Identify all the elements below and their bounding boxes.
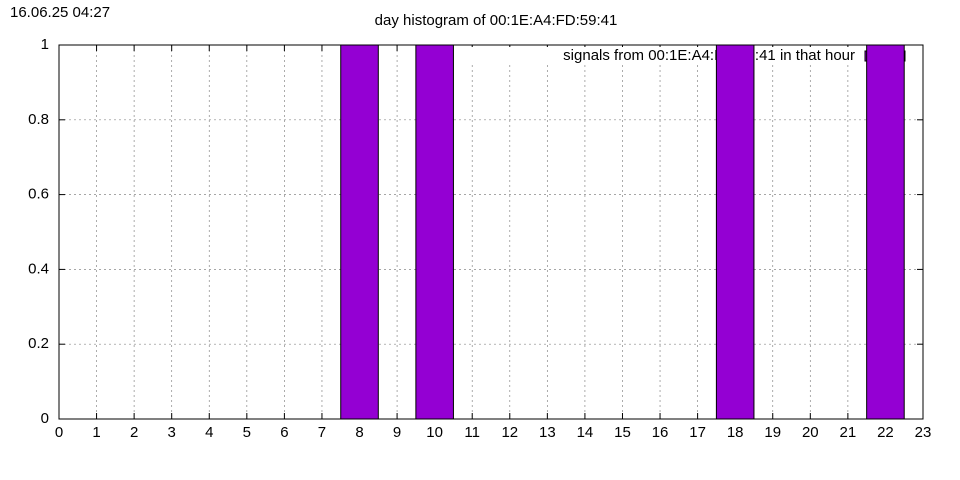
legend-background xyxy=(470,47,921,65)
x-tick-label: 19 xyxy=(764,424,781,441)
plot-frame xyxy=(58,44,924,420)
x-tick-label: 18 xyxy=(727,424,744,441)
x-tick-label: 7 xyxy=(318,424,326,441)
x-tick-label: 17 xyxy=(689,424,706,441)
y-tick-label: 0.6 xyxy=(28,186,49,203)
x-tick-label: 3 xyxy=(168,424,176,441)
x-tick-label: 1 xyxy=(92,424,100,441)
x-tick-label: 15 xyxy=(614,424,631,441)
x-tick-label: 5 xyxy=(243,424,251,441)
x-tick-label: 13 xyxy=(539,424,556,441)
y-tick-label: 0.8 xyxy=(28,111,49,128)
x-tick-label: 12 xyxy=(501,424,518,441)
x-tick-label: 14 xyxy=(577,424,594,441)
x-tick-label: 2 xyxy=(130,424,138,441)
x-tick-label: 16 xyxy=(652,424,669,441)
chart-title: day histogram of 00:1E:A4:FD:59:41 xyxy=(375,12,618,29)
x-tick-label: 23 xyxy=(915,424,932,441)
y-tick-label: 0 xyxy=(41,410,49,427)
x-tick-label: 11 xyxy=(464,424,480,441)
y-tick-label: 1 xyxy=(41,36,49,53)
bar xyxy=(340,44,379,420)
x-tick-label: 8 xyxy=(355,424,363,441)
legend-label: signals from 00:1E:A4:FD:59:41 in that h… xyxy=(563,47,855,64)
x-tick-label: 10 xyxy=(426,424,443,441)
x-tick-label: 0 xyxy=(55,424,63,441)
x-tick-label: 22 xyxy=(877,424,894,441)
y-tick-label: 0.4 xyxy=(28,260,49,277)
timestamp: 16.06.25 04:27 xyxy=(10,4,110,21)
bar xyxy=(415,44,454,420)
bar xyxy=(715,44,755,420)
bar xyxy=(866,44,905,420)
x-tick-label: 20 xyxy=(802,424,819,441)
x-tick-label: 4 xyxy=(205,424,213,441)
y-tick-label: 0.2 xyxy=(28,335,49,352)
x-tick-label: 9 xyxy=(393,424,401,441)
x-tick-label: 21 xyxy=(840,424,857,441)
x-tick-label: 6 xyxy=(280,424,288,441)
